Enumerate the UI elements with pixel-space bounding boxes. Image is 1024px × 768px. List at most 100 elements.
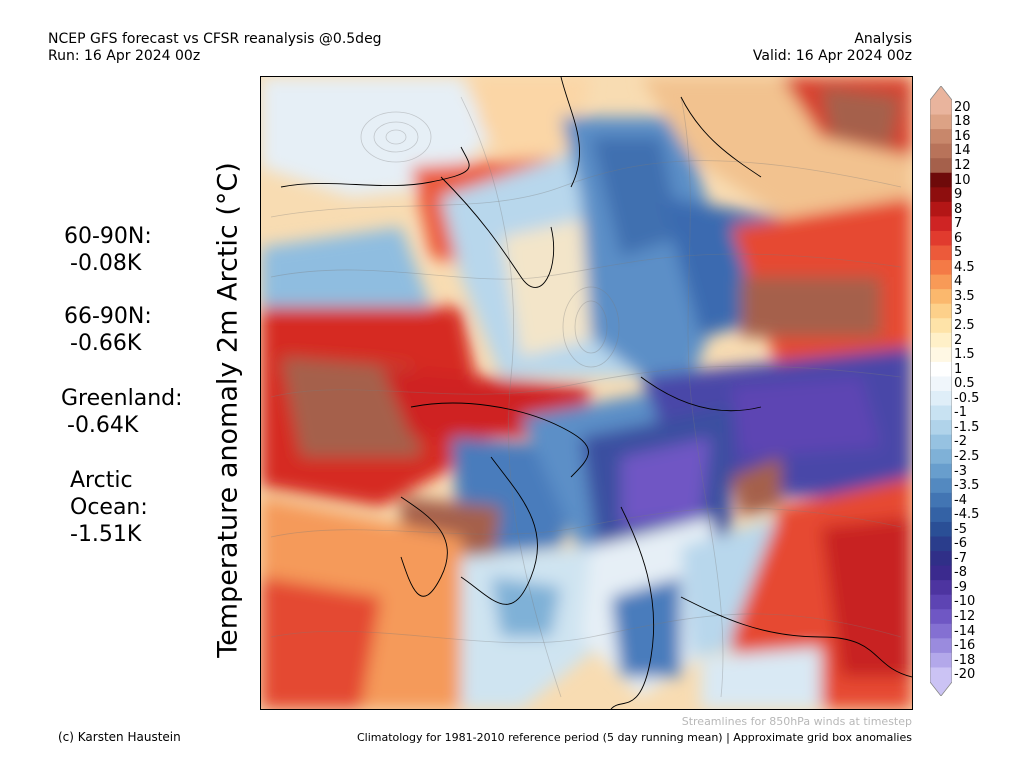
model-title: NCEP GFS forecast vs CFSR reanalysis @0.… <box>48 31 382 47</box>
colorbar-segment <box>930 143 952 159</box>
stat-label-2: Ocean: <box>70 495 148 520</box>
colorbar-tick-label: -9 <box>954 579 967 595</box>
colorbar-tick-label: 4 <box>954 274 963 290</box>
colorbar-segment <box>930 609 952 625</box>
colorbar-tick-label: -2.5 <box>954 448 980 464</box>
colorbar-segment <box>930 638 952 654</box>
colorbar-tick-label: -12 <box>954 609 976 625</box>
colorbar-segment <box>930 594 952 610</box>
colorbar-tick-label: 1 <box>954 361 963 377</box>
coastlines <box>280 77 912 709</box>
colorbar-bottom-arrow <box>930 682 952 696</box>
colorbar-tick-label: -1.5 <box>954 419 980 435</box>
colorbar-top-arrow <box>930 86 952 100</box>
colorbar-tick-label: -14 <box>954 623 976 639</box>
stat-arctic-ocean: Arctic Ocean: -1.51K <box>70 467 148 548</box>
colorbar-segment <box>930 129 952 145</box>
colorbar-segment <box>930 667 952 683</box>
colorbar-segment <box>930 507 952 523</box>
colorbar-tick-label: 5 <box>954 245 963 261</box>
colorbar-segment <box>930 245 952 261</box>
colorbar-segment <box>930 623 952 639</box>
colorbar-segment <box>930 565 952 581</box>
colorbar-tick-label: -5 <box>954 521 967 537</box>
colorbar-segment <box>930 434 952 450</box>
stat-value: -0.08K <box>70 251 142 276</box>
colorbar-segment <box>930 158 952 174</box>
colorbar-segment <box>930 391 952 407</box>
colorbar-segment <box>930 521 952 537</box>
colorbar-tick-label: 3 <box>954 303 963 319</box>
colorbar-tick-label: 2 <box>954 332 963 348</box>
colorbar-tick-label: -3.5 <box>954 478 980 494</box>
colorbar-segment <box>930 652 952 668</box>
colorbar-tick-label: 4.5 <box>954 259 975 275</box>
colorbar-segment <box>930 536 952 552</box>
colorbar-tick-label: 20 <box>954 99 971 115</box>
colorbar-segment <box>930 260 952 276</box>
colorbar-segment <box>930 303 952 319</box>
colorbar-tick-label: 12 <box>954 157 971 173</box>
colorbar-tick-label: 18 <box>954 114 971 130</box>
map-variable-label: Temperature anomaly 2m Arctic (°C) <box>212 162 244 658</box>
colorbar-segment <box>930 405 952 421</box>
colorbar-segment <box>930 201 952 217</box>
colorbar-tick-label: -2 <box>954 434 967 450</box>
stat-label: 60-90N: <box>64 224 152 249</box>
colorbar-segment <box>930 230 952 246</box>
header-left: NCEP GFS forecast vs CFSR reanalysis @0.… <box>48 31 382 65</box>
stat-value: -1.51K <box>70 522 142 547</box>
colorbar-tick-label: 14 <box>954 143 971 159</box>
colorbar-tick-label: 16 <box>954 128 971 144</box>
colorbar-segment <box>930 551 952 567</box>
colorbar-segment <box>930 274 952 290</box>
colorbar-tick-label: 6 <box>954 230 963 246</box>
colorbar-tick-label: 8 <box>954 201 963 217</box>
anomaly-map-svg <box>261 77 912 709</box>
colorbar-segment <box>930 463 952 479</box>
valid-time: Valid: 16 Apr 2024 00z <box>752 48 912 64</box>
colorbar-segment <box>930 100 952 116</box>
colorbar-segment <box>930 114 952 130</box>
colorbar-tick-label: -0.5 <box>954 390 980 406</box>
colorbar-tick-label: 2.5 <box>954 318 975 334</box>
colorbar-segment <box>930 420 952 436</box>
author-credit: (c) Karsten Haustein <box>58 730 181 744</box>
colorbar-segment <box>930 332 952 348</box>
colorbar-segment <box>930 318 952 334</box>
anomaly-field <box>261 77 912 709</box>
colorbar-tick-label: -16 <box>954 638 976 654</box>
colorbar-segment <box>930 289 952 305</box>
colorbar-tick-label: 9 <box>954 187 963 203</box>
colorbar-segments <box>930 100 952 683</box>
colorbar-segment <box>930 449 952 465</box>
colorbar-tick-label: -10 <box>954 594 976 610</box>
colorbar-segment <box>930 478 952 494</box>
colorbar-segment <box>930 376 952 392</box>
colorbar-segment <box>930 580 952 596</box>
colorbar-segment <box>930 347 952 363</box>
colorbar-segment <box>930 187 952 203</box>
colorbar-tick-label: -7 <box>954 550 967 566</box>
stat-value: -0.66K <box>70 331 142 356</box>
header-right: Analysis Valid: 16 Apr 2024 00z <box>753 31 912 65</box>
colorbar-tick-label: -4.5 <box>954 507 980 523</box>
streamline-note: Streamlines for 850hPa winds at timestep <box>681 715 912 728</box>
stat-label: Greenland: <box>61 386 183 411</box>
colorbar-segment <box>930 361 952 377</box>
colorbar-segment <box>930 172 952 188</box>
colorbar-tick-label: 1.5 <box>954 347 975 363</box>
stat-greenland: Greenland: -0.64K <box>61 385 183 439</box>
anomaly-map[interactable] <box>260 76 913 710</box>
colorbar-tick-label: -20 <box>954 667 976 683</box>
colorbar-tick-label: -8 <box>954 565 967 581</box>
colorbar-tick-label: -6 <box>954 536 967 552</box>
stat-66-90n: 66-90N: -0.66K <box>64 303 152 357</box>
colorbar-tick-label: 0.5 <box>954 376 975 392</box>
colorbar-segment <box>930 216 952 232</box>
colorbar-tick-label: 3.5 <box>954 288 975 304</box>
colorbar <box>930 86 952 696</box>
colorbar-tick-label: 10 <box>954 172 971 188</box>
colorbar-tick-label: 7 <box>954 216 963 232</box>
stat-label: 66-90N: <box>64 304 152 329</box>
